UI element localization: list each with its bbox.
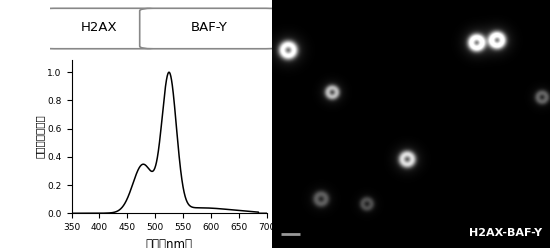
- Y-axis label: 標準化発光強度: 標準化発光強度: [35, 115, 45, 158]
- Text: BAF-Y: BAF-Y: [191, 21, 228, 34]
- X-axis label: 波長（nm）: 波長（nm）: [146, 238, 192, 248]
- FancyBboxPatch shape: [41, 8, 158, 49]
- Text: H2AX: H2AX: [81, 21, 117, 34]
- Text: H2AX-BAF-Y: H2AX-BAF-Y: [469, 228, 542, 238]
- FancyBboxPatch shape: [140, 8, 279, 49]
